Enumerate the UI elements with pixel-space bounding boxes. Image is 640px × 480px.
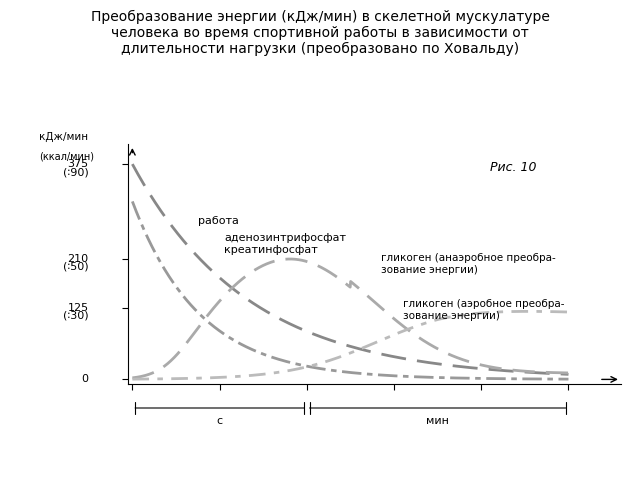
Text: (∶50): (∶50) xyxy=(63,262,88,272)
Text: мин: мин xyxy=(426,417,449,426)
Text: 210: 210 xyxy=(67,254,88,264)
Text: с: с xyxy=(216,417,223,426)
Text: (∶90): (∶90) xyxy=(63,167,88,177)
Text: работа: работа xyxy=(198,216,239,227)
Text: аденозинтрифосфат
креатинфосфат: аденозинтрифосфат креатинфосфат xyxy=(224,233,346,255)
Text: 0: 0 xyxy=(81,374,88,384)
Text: гликоген (аэробное преобра-
зование энергии): гликоген (аэробное преобра- зование энер… xyxy=(403,299,564,321)
Text: (ккал/мин): (ккал/мин) xyxy=(39,151,94,161)
Text: гликоген (анаэробное преобра-
зование энергии): гликоген (анаэробное преобра- зование эн… xyxy=(381,253,556,275)
Text: кДж/мин: кДж/мин xyxy=(39,132,88,142)
Text: 125: 125 xyxy=(67,302,88,312)
Text: 375: 375 xyxy=(67,159,88,169)
Text: Рис. 10: Рис. 10 xyxy=(490,161,536,174)
Text: Преобразование энергии (кДж/мин) в скелетной мускулатуре
человека во время спорт: Преобразование энергии (кДж/мин) в скеле… xyxy=(91,10,549,56)
Text: (∶30): (∶30) xyxy=(63,311,88,321)
